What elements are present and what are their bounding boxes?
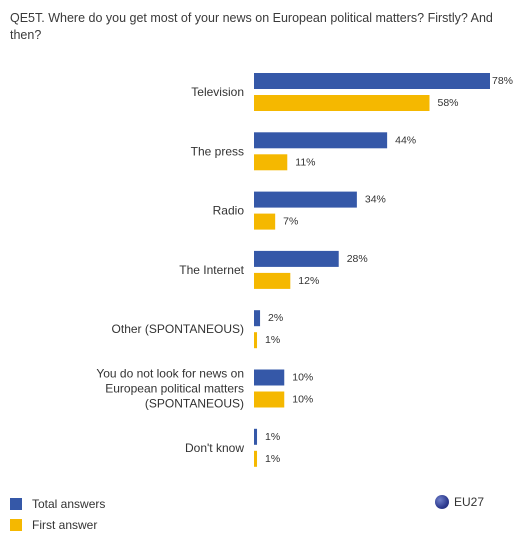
chart-question: QE5T. Where do you get most of your news… [10,11,493,42]
bar-first-answer [254,213,276,230]
bar-first-answer [254,332,258,349]
legend-total-swatch [10,498,22,510]
bar-total-answers [254,132,388,149]
bar-total-answers [254,73,490,89]
data-label: 11% [295,156,315,168]
bar-total-answers [254,250,339,267]
region-label: EU27 [454,495,485,509]
data-label: 2% [268,312,283,324]
category-label: You do not look for news on [96,367,244,381]
legend-first-label: First answer [32,518,98,532]
data-label: 12% [298,275,319,287]
legend-first-swatch [10,519,22,531]
category-label: Other (SPONTANEOUS) [112,322,244,336]
data-label: 1% [265,453,280,465]
bar-first-answer [254,154,288,171]
bar-total-answers [254,191,357,208]
data-label: 1% [265,431,280,443]
data-label: 10% [292,372,313,384]
category-label: Television [191,85,244,99]
category-label: The Internet [179,263,244,277]
legend-total: Total answers [10,497,105,511]
data-label: 7% [283,216,298,228]
bar-first-answer [254,450,258,467]
region-badge: EU27 [435,495,484,509]
data-label: 58% [437,97,458,109]
data-label: 10% [292,394,313,406]
category-label: Radio [213,204,245,218]
data-label: 44% [395,134,416,146]
bar-total-answers [254,369,285,386]
category-label: European political matters [105,382,244,396]
data-label: 28% [347,253,368,265]
legend-first: First answer [10,518,97,532]
legend-total-label: Total answers [32,497,106,511]
bar-total-answers [254,428,258,445]
bar-first-answer [254,95,430,111]
data-label: 34% [365,194,386,206]
category-label: (SPONTANEOUS) [145,397,244,411]
bar-first-answer [254,391,285,408]
category-label: Don't know [185,441,244,455]
bar-first-answer [254,272,291,289]
category-label: The press [191,144,244,158]
bar-total-answers [254,310,261,327]
data-label: 1% [265,334,280,346]
eu-flag-icon [435,495,449,509]
data-label: 78% [492,75,513,87]
